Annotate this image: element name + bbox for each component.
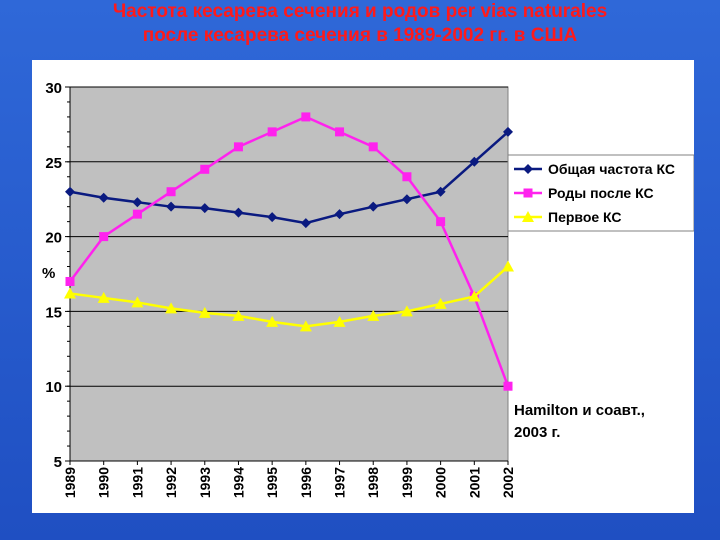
data-point [367,309,380,321]
data-point [131,296,144,308]
data-point [97,291,110,303]
x-tick-label: 1998 [365,467,381,498]
x-tick-label: 2001 [466,467,482,498]
x-tick-label: 1992 [163,467,179,498]
x-tick-label: 1999 [399,467,415,498]
y-tick-label: 10 [45,379,62,396]
slide-title-line-1: Частота кесарева сечения и родов per via… [112,1,608,22]
x-tick-label: 1995 [264,467,280,498]
x-tick-label: 1991 [129,467,145,498]
legend-marker [523,188,533,198]
data-point [503,126,513,137]
chart-area: 5 10 15 20 25 30% 1989 1990 1991 1992 1993 1994 1995… [32,60,694,513]
data-point [300,218,311,229]
y-tick-label: 25 [45,155,62,172]
data-point [401,194,412,205]
data-point [469,156,480,167]
data-point [334,209,345,220]
y-tick-label: 15 [45,304,62,321]
x-tick-label: 1994 [230,467,246,498]
data-point [64,287,76,299]
y-axis-label: % [42,265,55,282]
data-point [402,172,412,182]
data-point [301,112,311,122]
data-point [267,127,277,137]
legend-label: Первое КС [548,209,622,225]
plot-background [69,86,509,462]
data-point [267,212,278,223]
x-tick-label: 1993 [197,467,213,498]
data-point [199,203,210,214]
slide-title-line-2: после кесарева сечения в 1989-2002 гг. в… [142,25,578,46]
slide-title: Частота кесарева сечения и родов per via… [0,0,720,48]
data-point [232,309,245,321]
data-point [368,142,378,152]
data-point [435,186,446,197]
x-tick-label: 1996 [298,467,314,498]
x-tick-label: 2002 [500,467,516,498]
x-tick-label: 1989 [62,467,78,498]
data-point [132,209,142,219]
y-tick-label: 30 [45,80,62,97]
data-point [468,290,481,302]
data-point [436,217,446,227]
line-chart: 5 10 15 20 25 30% 1989 1990 1991 1992 1993 1994 1995… [42,80,694,498]
data-point [266,315,279,327]
series-line [69,265,509,328]
data-point [368,201,379,212]
data-point [65,276,75,286]
data-point [233,142,243,152]
x-tick-label: 1990 [96,467,112,498]
data-point [503,381,513,391]
source-annotation-line-1: Hamilton и соавт., [514,402,645,419]
data-point [198,306,211,318]
legend-label: Роды после КС [548,185,654,201]
source-annotation: Hamilton и соавт., 2003 г. [514,400,694,444]
data-point [165,302,178,314]
legend-marker [523,164,533,174]
data-point [335,127,345,137]
series-line [69,115,510,387]
data-point [98,192,109,203]
data-point [132,197,143,208]
data-point [299,320,312,332]
source-annotation-line-2: 2003 г. [514,424,561,441]
data-point [434,297,447,309]
data-point [333,315,346,327]
data-point [99,232,109,242]
x-tick-label: 1997 [332,467,348,498]
data-point [166,187,176,197]
data-point [400,305,413,317]
data-point [65,186,75,197]
data-point [200,164,210,174]
x-tick-label: 2000 [433,467,449,498]
y-tick-label: 5 [54,454,62,471]
data-point [502,260,514,272]
legend-marker [522,211,534,222]
series-line [69,130,509,225]
data-point [233,207,244,218]
legend-label: Общая частота КС [548,161,675,177]
data-point [166,201,177,212]
y-tick-label: 20 [45,230,62,247]
